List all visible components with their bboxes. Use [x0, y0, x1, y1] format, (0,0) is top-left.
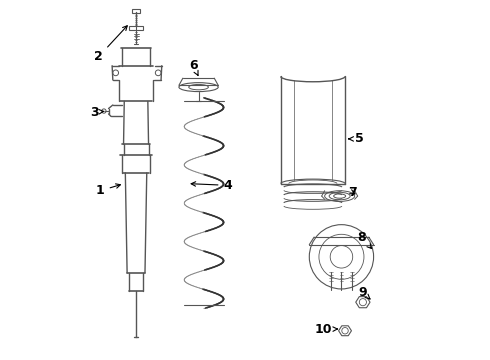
Text: 9: 9: [359, 286, 370, 299]
Text: 4: 4: [191, 179, 232, 192]
Text: 6: 6: [189, 59, 198, 76]
Text: 8: 8: [357, 231, 371, 248]
Bar: [132, 9, 140, 13]
Text: 10: 10: [314, 323, 338, 336]
Text: 3: 3: [90, 105, 104, 119]
Text: 1: 1: [96, 184, 121, 197]
Text: 5: 5: [349, 132, 364, 145]
Text: 7: 7: [348, 186, 357, 199]
Bar: [129, 26, 143, 30]
Text: 2: 2: [94, 26, 127, 63]
